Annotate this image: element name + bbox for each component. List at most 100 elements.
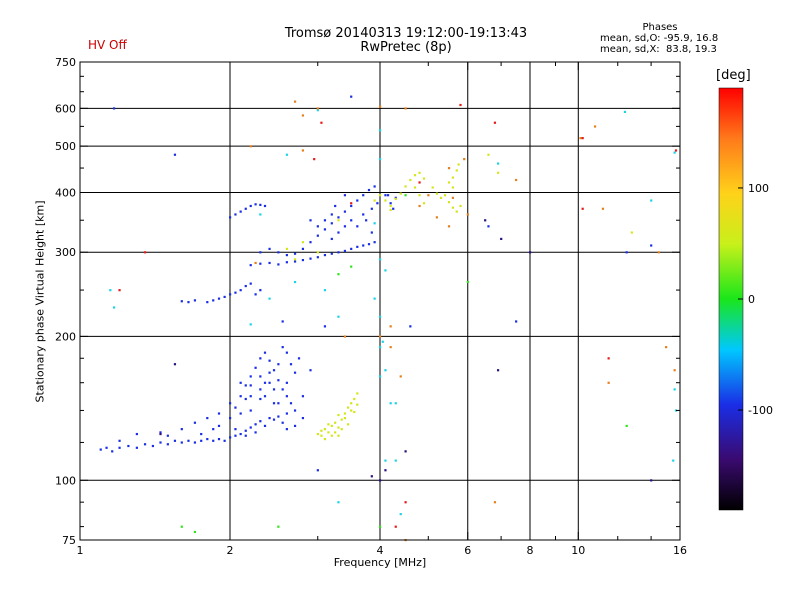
echo-point [234,428,237,431]
echo-point [118,289,121,292]
echo-point [353,397,356,401]
phase-stats: Phases mean, sd,O: -95.9, 16.8 mean, sd,… [600,22,720,55]
echo-point [337,216,340,219]
echo-point [206,416,209,420]
echo-point [249,395,252,398]
echo-point [343,335,347,338]
echo-point [159,441,162,444]
echo-point [281,346,284,349]
echo-point [259,262,262,265]
echo-point [379,315,382,318]
echo-point [285,395,288,398]
echo-point [206,301,209,304]
echo-point [244,434,247,437]
echo-point [399,513,402,516]
echo-point [239,210,242,213]
echo-point [285,247,288,250]
echo-point [601,207,605,210]
echo-point [379,479,382,482]
echo-point [217,437,221,441]
colorbar-tick-label: 100 [748,182,769,195]
echo-point [234,406,237,409]
echo-point [249,375,252,378]
echo-point [259,289,262,292]
echo-point [285,381,288,384]
echo-point [384,459,387,462]
echo-point [451,186,455,189]
echo-point [394,525,397,528]
echo-point [373,241,376,244]
echo-point [259,203,262,206]
echo-point [350,247,353,250]
echo-point [281,320,284,323]
echo-point [435,216,438,219]
echo-point [249,384,252,387]
echo-point [455,169,458,172]
echo-point [334,431,337,434]
echo-point [515,320,518,323]
echo-point [285,428,288,431]
echo-point [607,357,610,360]
echo-point [362,194,365,197]
echo-point [239,289,242,292]
echo-point [367,243,371,246]
echo-point [212,428,215,431]
phase-stats-x: mean, sd,X: 83.8, 19.3 [600,44,717,55]
echo-point [418,194,421,197]
echo-point [350,409,353,412]
echo-point [379,525,382,528]
echo-point [229,402,232,405]
echo-point [316,251,319,254]
echo-point [249,426,252,429]
echo-point [330,213,333,216]
echo-point [413,174,417,177]
echo-point [389,208,392,212]
echo-point [379,129,382,132]
echo-point [630,231,633,234]
echo-point [447,167,451,170]
echo-point [657,251,660,254]
echo-point [254,431,257,434]
echo-point [650,244,653,247]
echo-point [289,402,293,405]
echo-point [268,381,271,384]
echo-point [418,181,421,184]
y-tick-label: 200 [55,330,76,343]
echo-point [370,475,373,478]
echo-point [309,257,312,260]
echo-point [268,416,271,420]
x-axis-label: Frequency [MHz] [333,556,427,569]
echo-point [409,178,412,182]
echo-point [173,153,177,156]
x-tick-label: 8 [527,544,534,557]
echo-point [392,207,395,210]
echo-point [337,231,340,234]
echo-point [259,375,262,378]
echo-point [268,371,271,374]
echo-point [384,269,387,272]
echo-point [217,424,221,428]
echo-point [99,448,102,451]
echo-point [259,388,262,391]
echo-point [277,363,280,366]
echo-point [229,436,232,439]
echo-point [579,137,582,140]
x-tick-label: 2 [227,544,234,557]
echo-point [293,260,297,263]
echo-point [389,204,392,208]
echo-point [447,201,451,204]
echo-point [323,289,327,292]
echo-point [379,194,382,197]
echo-point [285,254,288,257]
echo-point [105,446,108,449]
y-tick-label: 750 [55,56,76,69]
echo-point [350,95,353,98]
echo-point [244,284,247,288]
echo-point [356,199,359,202]
echo-point [463,158,466,161]
echo-point [418,171,421,174]
echo-point [301,395,305,398]
echo-point [263,381,267,384]
echo-point [340,428,343,431]
echo-point [356,245,359,248]
